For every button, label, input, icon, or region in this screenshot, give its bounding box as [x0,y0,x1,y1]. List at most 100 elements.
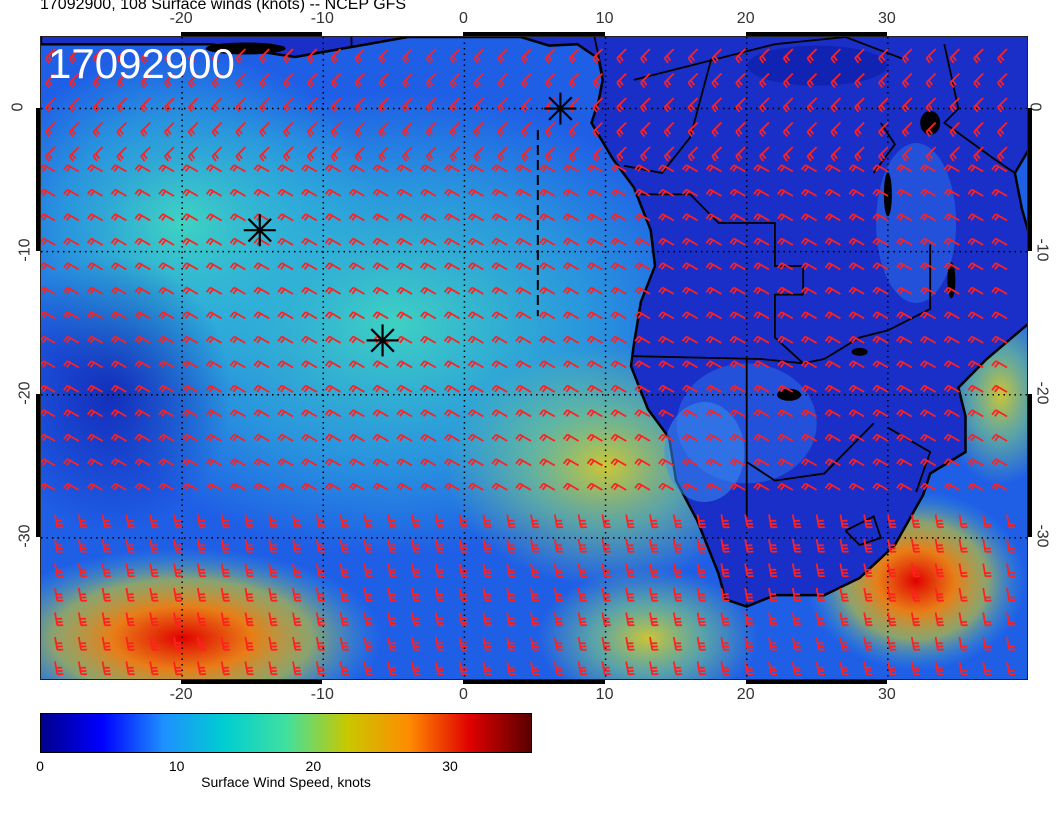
wind-barb [229,433,246,442]
wind-barb [372,286,389,295]
wind-barb [110,213,127,222]
wind-map[interactable] [40,36,1028,680]
wind-barb [235,146,247,162]
wind-barb [244,661,254,676]
wind-barb [815,563,825,578]
wind-barb [301,482,318,491]
wind-barb [934,563,944,578]
wind-barb [872,433,889,442]
wind-barb [77,612,88,627]
wind-barb [896,311,913,320]
wind-barb [125,612,135,627]
wind-barb [744,514,754,529]
wind-barb [586,311,603,320]
wind-barb [616,72,627,89]
wind-barb [54,661,64,676]
wind-barb [777,335,794,344]
wind-barb [839,587,849,602]
wind-barb [1006,661,1016,676]
storm-marker[interactable] [544,92,577,125]
wind-barb [277,311,294,320]
wind-barb [896,360,913,369]
wind-barb [378,48,389,64]
wind-barb [363,538,373,553]
wind-barb [158,237,175,246]
wind-barb [277,409,294,418]
wind-barb [110,188,127,197]
wind-barb [196,538,207,553]
wind-barb [887,514,897,529]
wind-barb [753,262,770,271]
wind-barb [125,538,135,553]
wind-barb [315,538,326,553]
wind-barb [943,164,960,173]
wind-barb [301,213,318,222]
wind-barb [63,384,80,393]
wind-barb [182,458,199,467]
wind-barb [720,563,730,578]
wind-barb [182,262,199,271]
wind-barb [244,636,254,651]
wind-barb [658,360,675,369]
wind-barb [782,72,794,89]
storm-marker[interactable] [366,324,399,357]
wind-barb [973,48,984,64]
wind-barb [729,360,746,369]
wind-barb [729,188,746,197]
wind-barb [396,458,413,467]
wind-barb [729,262,746,271]
land-namib [664,402,745,503]
wind-barb [539,237,556,246]
wind-barb [515,213,532,222]
wind-barb [348,237,365,246]
wind-barb [101,538,111,553]
wind-barb [86,482,104,491]
wind-barb [458,538,468,553]
wind-barb [140,146,151,162]
wind-barb [491,409,508,418]
wind-barb [467,213,484,222]
wind-barb [467,458,484,467]
wind-barb [292,587,302,602]
wind-barb [149,612,159,627]
wind-barb [116,72,128,89]
wind-barb [196,563,207,578]
wind-barb [863,612,873,627]
wind-barb [919,360,937,369]
wind-barb [363,661,373,676]
wind-barb [268,612,278,627]
wind-barb [791,661,802,676]
wind-barb [830,121,842,138]
wind-barb [86,433,104,442]
axis-edge-bar [36,393,40,537]
wind-barb [63,335,80,344]
wind-barb [420,433,437,442]
wind-barb [277,213,294,222]
wind-barb [449,121,461,138]
wind-barb [491,164,508,173]
wind-barb [229,482,246,491]
wind-barb [515,360,532,369]
wind-barb [339,538,349,553]
wind-barb [896,213,913,222]
wind-barb [482,661,492,676]
wind-barb [943,458,960,467]
wind-barb [1006,636,1016,651]
wind-barb [110,164,127,173]
wind-barb [824,409,841,418]
wind-barb [348,164,365,173]
wind-barb [164,97,175,113]
wind-barb [544,146,556,162]
wind-barb [878,97,889,113]
wind-barb [634,409,651,418]
storm-marker[interactable] [243,214,276,247]
wind-barb [681,237,699,246]
wind-barb [991,213,1008,222]
wind-barb [759,121,770,138]
wind-barb [562,384,580,393]
wind-barb [425,146,437,162]
wind-barb [768,538,778,553]
wind-barb [759,72,770,89]
wind-barb [800,188,818,197]
wind-barb [205,409,223,418]
